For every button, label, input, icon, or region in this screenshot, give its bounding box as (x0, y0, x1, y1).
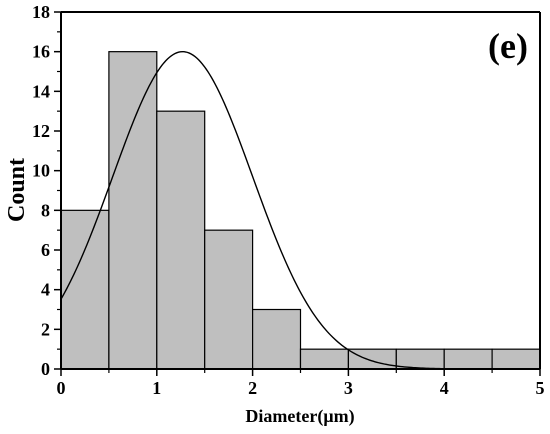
histogram-bar-0 (60, 209, 110, 370)
x-axis-title: Diameter(μm) (245, 406, 354, 427)
y-tick-label-6: 6 (41, 240, 50, 260)
histogram-bar-1 (108, 51, 158, 370)
y-tick-label-8: 8 (41, 200, 50, 220)
y-axis-title: Count (4, 158, 30, 222)
y-tick-label-4: 4 (41, 280, 50, 300)
histogram-bar-8 (443, 348, 493, 370)
y-tick-label-18: 18 (32, 2, 50, 22)
x-tick-label-5: 5 (536, 378, 545, 398)
x-tick-label-3: 3 (344, 378, 353, 398)
y-tick-label-14: 14 (32, 81, 50, 101)
histogram-bar-2 (156, 110, 206, 370)
histogram-bar-4 (252, 308, 302, 370)
histogram-bar-3 (204, 229, 254, 370)
ticks (54, 11, 541, 376)
x-tick-label-1: 1 (152, 378, 161, 398)
y-tick-label-0: 0 (41, 359, 50, 379)
y-tick-label-10: 10 (32, 161, 50, 181)
histogram-bar-6 (347, 348, 397, 370)
histogram-bar-7 (395, 348, 445, 370)
x-tick-label-0: 0 (57, 378, 66, 398)
histogram-bar-9 (491, 348, 541, 370)
y-tick-label-16: 16 (32, 42, 50, 62)
y-tick-label-2: 2 (41, 319, 50, 339)
histogram-bar-5 (299, 348, 350, 370)
panel-label: (e) (488, 26, 528, 66)
x-tick-label-2: 2 (248, 378, 257, 398)
y-tick-label-12: 12 (32, 121, 50, 141)
histogram-bars (60, 51, 541, 370)
x-tick-label-4: 4 (440, 378, 449, 398)
